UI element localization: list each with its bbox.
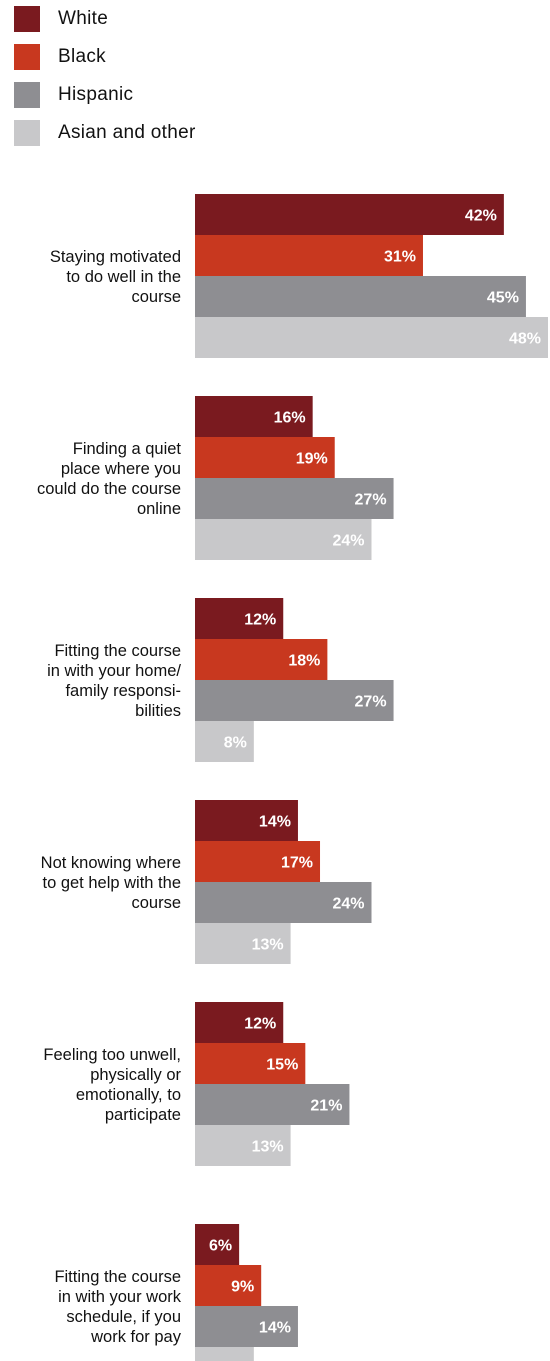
category-label-line: course	[131, 894, 181, 912]
category-label-line: emotionally, to	[76, 1086, 181, 1104]
bar-value-label: 24%	[332, 533, 364, 550]
bar-value-label: 17%	[281, 855, 313, 872]
bar-value-label: 9%	[231, 1279, 254, 1296]
bar-value-label: 31%	[384, 249, 416, 266]
bar-value-label: 19%	[296, 451, 328, 468]
bar-white	[195, 800, 298, 841]
bar-hispanic	[195, 478, 394, 519]
category-label-line: could do the course	[37, 480, 181, 498]
bar-value-label: 42%	[465, 208, 497, 225]
category-label-line: place where you	[61, 460, 181, 478]
legend-label-white: White	[58, 8, 109, 29]
bar-asian-and-other	[195, 519, 372, 560]
bar-asian-and-other	[195, 923, 291, 964]
bar-hispanic	[195, 882, 372, 923]
legend-swatch-hispanic	[14, 82, 40, 108]
bar-hispanic	[195, 680, 394, 721]
category-label: Staying motivated to do well in the course	[50, 248, 181, 306]
bar-hispanic	[195, 276, 526, 317]
legend-label-hispanic: Hispanic	[58, 84, 134, 105]
bar-asian-and-other	[195, 1347, 254, 1361]
category-label-line: schedule, if you	[66, 1308, 181, 1326]
bar-black	[195, 235, 423, 276]
category-label-line: in with your work	[58, 1288, 182, 1306]
bar-value-label: 27%	[355, 492, 387, 509]
bar-value-label: 12%	[244, 1016, 276, 1033]
category-label: Fitting the course in with your work sched…	[54, 1268, 181, 1346]
bar-value-label: 13%	[252, 937, 284, 954]
category-label: Feeling too unwell, physically or emotiona…	[43, 1046, 181, 1124]
category-label-line: Staying motivated	[50, 248, 181, 266]
category-label: Fitting the course in with your home/fami…	[47, 642, 181, 720]
category-label-line: Feeling too unwell,	[43, 1046, 181, 1064]
legend-swatch-asian-and-other	[14, 120, 40, 146]
bar-value-label: 48%	[509, 331, 541, 348]
bar-value-label: 18%	[288, 653, 320, 670]
legend-swatch-black	[14, 44, 40, 70]
bar-asian-and-other	[195, 317, 548, 358]
category-label: Finding a quiet place where you could do t…	[37, 440, 181, 518]
bar-black	[195, 1043, 306, 1084]
category-label-line: to get help with the	[42, 874, 181, 892]
category-label-line: Fitting the course	[54, 642, 181, 660]
category-label-line: physically or	[90, 1066, 181, 1084]
bar-white	[195, 396, 313, 437]
legend-label-black: Black	[58, 46, 106, 67]
bar-white	[195, 598, 284, 639]
bar-black	[195, 841, 321, 882]
category-label: Not knowing where to get help with the cou…	[41, 854, 181, 912]
bar-hispanic	[195, 1306, 298, 1347]
category-label-line: bilities	[135, 702, 181, 720]
bar-black	[195, 437, 335, 478]
bar-value-label: 45%	[487, 290, 519, 307]
category-label-line: participate	[105, 1106, 181, 1124]
category-label-line: online	[137, 500, 181, 518]
bar-white	[195, 1002, 284, 1043]
bar-value-label: 24%	[332, 896, 364, 913]
category-label-line: family responsi-	[65, 682, 181, 700]
bar-value-label: 13%	[252, 1139, 284, 1156]
bar-value-label: 16%	[274, 410, 306, 427]
category-label-line: in with your home/	[47, 662, 181, 680]
bar-value-label: 8%	[224, 735, 247, 752]
category-label-line: to do well in the	[66, 268, 181, 286]
bar-hispanic	[195, 1084, 350, 1125]
bar-black	[195, 1265, 262, 1306]
bar-value-label: 21%	[310, 1098, 342, 1115]
legend-label-asian-and-other: Asian and other	[58, 122, 196, 143]
bar-value-label: 14%	[259, 814, 291, 831]
bar-asian-and-other	[195, 1125, 291, 1166]
legend-swatch-white	[14, 6, 40, 32]
bar-value-label: 12%	[244, 612, 276, 629]
bar-value-label: 27%	[355, 694, 387, 711]
category-label-line: Fitting the course	[54, 1268, 181, 1286]
bar-value-label: 14%	[259, 1320, 291, 1337]
category-label-line: work for pay	[90, 1328, 182, 1346]
bar-black	[195, 639, 328, 680]
bar-value-label: 15%	[266, 1057, 298, 1074]
bar-white	[195, 194, 504, 235]
category-label-line: Not knowing where	[41, 854, 181, 872]
bar-asian-and-other	[195, 721, 254, 762]
category-label-line: Finding a quiet	[73, 440, 182, 458]
bar-value-label: 6%	[209, 1238, 232, 1255]
category-label-line: course	[131, 288, 181, 306]
bar-white	[195, 1224, 240, 1265]
